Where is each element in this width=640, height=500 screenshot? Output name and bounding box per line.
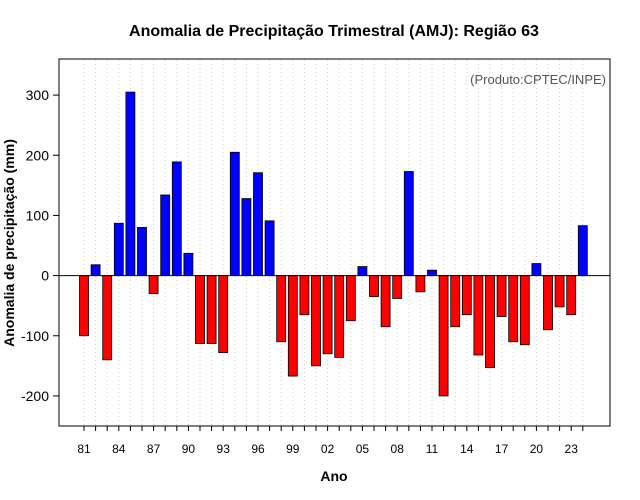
x-tick-label: 17: [495, 442, 509, 456]
bar-1988: [160, 194, 171, 276]
bar-2023: [566, 275, 577, 316]
y-tick-label: 0: [41, 268, 49, 284]
bar-1984: [113, 222, 124, 276]
y-axis: -200 -100 0 100 200 300: [21, 87, 59, 404]
chart-title: Anomalia de Precipitação Trimestral (AMJ…: [129, 23, 539, 40]
bar-2019: [519, 275, 530, 346]
bar-1995: [241, 198, 252, 276]
bar-1992: [206, 275, 217, 344]
y-tick-label: 200: [26, 147, 50, 163]
bar-1986: [137, 227, 147, 276]
x-tick-label: 81: [77, 442, 91, 456]
bar-2012: [438, 275, 449, 397]
bar-2008: [392, 275, 403, 299]
bar-2001: [311, 275, 321, 367]
y-tick-label: 100: [26, 207, 50, 223]
x-axis: 81 84 87 90 93 96 99 02 05 08 11 14 17 20 23: [77, 426, 584, 456]
bar-1983: [102, 275, 113, 361]
bar-1991: [195, 275, 205, 344]
bar-2010: [415, 275, 426, 293]
plot-frame: [58, 58, 611, 427]
bar-1989: [171, 161, 182, 276]
bar-2002: [322, 275, 333, 355]
bar-2024: [577, 225, 588, 276]
bar-1990: [183, 252, 194, 276]
vertical-gridlines: [83, 60, 584, 425]
bar-1998: [276, 275, 287, 343]
x-tick-label: 84: [112, 442, 126, 456]
x-tick-label: 14: [460, 442, 474, 456]
bar-2006: [369, 275, 379, 298]
bar-2013: [450, 275, 461, 328]
bar-2000: [299, 275, 310, 316]
bar-2018: [508, 275, 519, 343]
x-tick-label: 90: [182, 442, 196, 456]
x-tick-label: 93: [217, 442, 231, 456]
bar-2020: [531, 263, 542, 276]
bar-2003: [334, 275, 345, 358]
bar-2021: [543, 275, 553, 331]
x-tick-label: 08: [391, 442, 405, 456]
x-tick-label: 02: [321, 442, 335, 456]
bar-1987: [148, 275, 159, 295]
bar-1999: [287, 275, 298, 377]
x-tick-label: 11: [426, 442, 439, 456]
bar-1985: [125, 91, 136, 276]
bar-1997: [264, 220, 275, 276]
bar-1994: [229, 151, 240, 276]
bar-1981: [79, 275, 89, 337]
bar-2007: [380, 275, 391, 328]
x-tick-label: 20: [530, 442, 544, 456]
bar-2009: [403, 171, 414, 276]
y-tick-label: 300: [26, 87, 50, 103]
y-axis-label: Anomalia de precipitação (mm): [1, 139, 17, 347]
bar-1996: [253, 172, 263, 276]
y-tick-label: -200: [21, 388, 49, 404]
bar-2016: [485, 275, 495, 369]
x-tick-label: 23: [565, 442, 579, 456]
bar-2015: [473, 275, 484, 356]
bar-2004: [345, 275, 356, 322]
bar-2014: [461, 275, 472, 316]
x-tick-label: 87: [147, 442, 161, 456]
credit-note: (Produto:CPTEC/INPE): [470, 72, 606, 87]
bars: [79, 91, 588, 397]
bar-2005: [357, 266, 368, 276]
y-tick-label: -100: [21, 328, 49, 344]
x-axis-label: Ano: [320, 468, 347, 484]
x-tick-label: 99: [286, 442, 300, 456]
bar-2022: [554, 275, 565, 308]
bar-1993: [218, 275, 229, 353]
x-tick-label: 96: [251, 442, 265, 456]
bar-1982: [90, 264, 101, 276]
x-tick-label: 05: [356, 442, 370, 456]
bar-2017: [496, 275, 507, 317]
bar-2011: [427, 269, 437, 276]
